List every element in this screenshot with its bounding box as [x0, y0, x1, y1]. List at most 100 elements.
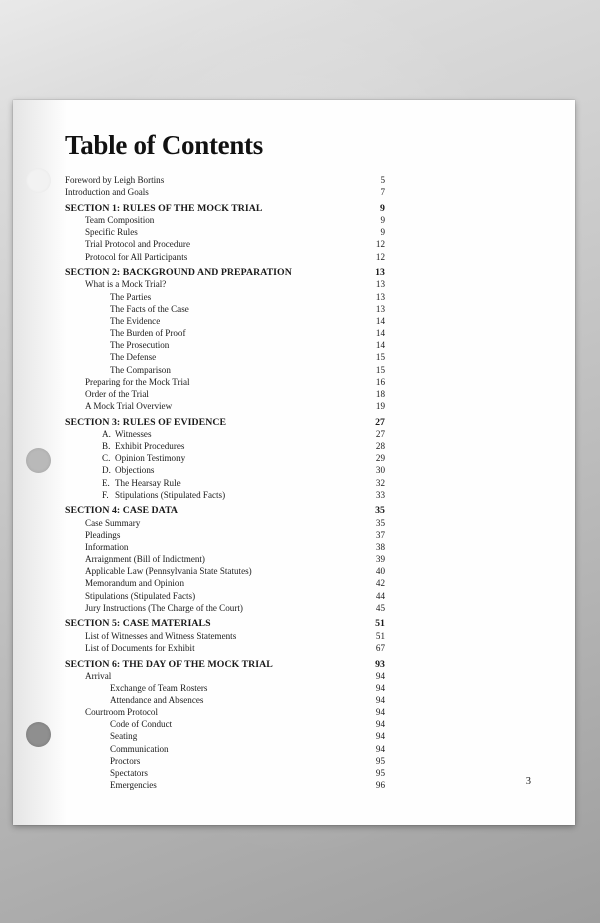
- toc-entry-label: The Hearsay Rule: [115, 477, 181, 488]
- toc-entry-letter: E.: [102, 477, 110, 488]
- toc-entry-row[interactable]: Arraignment (Bill of Indictment) 39: [85, 553, 385, 565]
- toc-entry-row[interactable]: Pleadings 37: [85, 528, 385, 541]
- toc-entry-label: Order of the Trial: [85, 388, 149, 399]
- toc-entry-row[interactable]: Preparing for the Mock Trial 16: [85, 375, 385, 388]
- toc-entry-page-number: 14: [375, 328, 385, 339]
- toc-entry-label: Introduction and Goals: [65, 187, 149, 198]
- toc-dot-leader: [164, 314, 371, 324]
- toc-dot-leader: [266, 201, 372, 211]
- toc-section-row[interactable]: SECTION 5: CASE MATERIALS 51: [65, 617, 385, 629]
- toc-entry-row[interactable]: List of Documents for Exhibit 67: [85, 641, 385, 654]
- toc-entry-label: The Comparison: [110, 364, 171, 375]
- toc-entry-label: Code of Conduct: [110, 719, 173, 730]
- toc-entry-row[interactable]: B. Exhibit Procedures 28: [85, 440, 385, 452]
- toc-entry-page-number: 27: [375, 428, 385, 439]
- toc-entry-row[interactable]: A Mock Trial Overview 19: [85, 400, 385, 412]
- toc-entry-page-number: 13: [375, 279, 385, 290]
- toc-entry-page-number: 5: [380, 175, 385, 185]
- toc-entry-row[interactable]: List of Witnesses and Witness Statements…: [85, 629, 385, 642]
- toc-entry-row[interactable]: The Comparison 15: [110, 363, 385, 376]
- toc-entry-row[interactable]: Spectators 95: [110, 766, 385, 779]
- toc-entry-label: List of Documents for Exhibit: [85, 642, 195, 653]
- toc-entry-row[interactable]: Trial Protocol and Procedure 12: [85, 238, 385, 250]
- toc-entry-row[interactable]: Specific Rules 9: [85, 226, 385, 238]
- toc-entry-row[interactable]: Code of Conduct 94: [110, 718, 385, 730]
- toc-entry-row[interactable]: Proctors 95: [110, 754, 385, 767]
- toc-section-row[interactable]: SECTION 6: THE DAY OF THE MOCK TRIAL 93: [65, 657, 385, 670]
- toc-entry-page-number: 95: [375, 767, 385, 778]
- toc-entry-page-number: 9: [380, 227, 385, 238]
- page-folio-number: 3: [525, 776, 531, 787]
- toc-entry-label: Trial Protocol and Procedure: [85, 239, 190, 250]
- toc-entry-row[interactable]: Information 38: [85, 540, 385, 553]
- toc-dot-leader: [199, 589, 371, 599]
- toc-entry-row[interactable]: Courtroom Protocol 94: [85, 706, 385, 718]
- toc-entry-row[interactable]: What is a Mock Trial? 13: [85, 278, 385, 290]
- toc-dot-leader: [158, 214, 372, 224]
- toc-entry-row[interactable]: Order of the Trial 18: [85, 387, 385, 400]
- toc-entry-row[interactable]: The Burden of Proof 14: [110, 327, 385, 339]
- toc-entry-page-number: 94: [375, 731, 385, 742]
- toc-entry-page-number: 35: [375, 517, 385, 528]
- toc-dot-leader: [189, 452, 371, 462]
- toc-entry-label: SECTION 2: BACKGROUND AND PREPARATION: [65, 267, 292, 279]
- toc-entry-label: SECTION 5: CASE MATERIALS: [65, 618, 211, 630]
- toc-entry-row[interactable]: Emergencies 96: [110, 779, 385, 791]
- toc-entry-page-number: 16: [375, 376, 385, 387]
- toc-entry-row[interactable]: Foreword by Leigh Bortins 5: [65, 174, 385, 186]
- toc-entry-row[interactable]: Exchange of Team Rosters 94: [110, 681, 385, 694]
- toc-entry-row[interactable]: The Facts of the Case 13: [110, 302, 385, 315]
- toc-entry-row[interactable]: F. Stipulations (Stipulated Facts) 33: [85, 488, 385, 501]
- toc-entry-label: SECTION 4: CASE DATA: [65, 505, 179, 517]
- toc-entry-row[interactable]: The Evidence 14: [110, 314, 385, 327]
- toc-entry-page-number: 94: [375, 694, 385, 705]
- toc-entry-label: Protocol for All Participants: [85, 251, 188, 262]
- toc-entry-row[interactable]: E. The Hearsay Rule 32: [85, 476, 385, 489]
- toc-entry-row[interactable]: The Parties 13: [110, 290, 385, 303]
- toc-dot-leader: [141, 730, 372, 740]
- toc-section-row[interactable]: SECTION 1: RULES OF THE MOCK TRIAL 9: [65, 201, 385, 214]
- toc-dot-leader: [115, 669, 371, 679]
- toc-entry-row[interactable]: Introduction and Goals 7: [65, 186, 385, 198]
- toc-entry-row[interactable]: D. Objections 30: [85, 464, 385, 476]
- toc-entry-row[interactable]: Team Composition 9: [85, 214, 385, 226]
- toc-entry-page-number: 19: [375, 401, 385, 411]
- toc-entry-row[interactable]: Stipulations (Stipulated Facts) 44: [85, 589, 385, 602]
- toc-dot-leader: [207, 693, 372, 703]
- toc-entry-label: Exhibit Procedures: [115, 441, 185, 452]
- toc-section-row[interactable]: SECTION 3: RULES OF EVIDENCE 27: [65, 415, 385, 428]
- toc-entry-label: Seating: [110, 731, 138, 742]
- toc-entry-label: Opinion Testimony: [115, 453, 186, 464]
- toc-section-row[interactable]: SECTION 2: BACKGROUND AND PREPARATION 13: [65, 266, 385, 278]
- toc-entry-label: Preparing for the Mock Trial: [85, 376, 190, 387]
- toc-entry-label: Information: [85, 541, 129, 552]
- toc-entry-row[interactable]: C. Opinion Testimony 29: [85, 452, 385, 464]
- toc-dot-leader: [124, 528, 372, 538]
- toc-entry-row[interactable]: Protocol for All Participants 12: [85, 250, 385, 263]
- toc-entry-row[interactable]: Communication 94: [110, 742, 385, 755]
- toc-entry-row[interactable]: Seating 94: [110, 730, 385, 742]
- toc-dot-leader: [160, 351, 372, 361]
- table-of-contents: Foreword by Leigh Bortins 5 Introduction a…: [65, 174, 385, 791]
- toc-entry-row[interactable]: A. Witnesses 27: [85, 427, 385, 440]
- toc-entry-label: Communication: [110, 743, 169, 754]
- toc-entry-label: SECTION 3: RULES OF EVIDENCE: [65, 416, 227, 428]
- toc-entry-row[interactable]: Applicable Law (Pennsylvania State Statu…: [85, 565, 385, 577]
- toc-entry-row[interactable]: Case Summary 35: [85, 516, 385, 529]
- toc-entry-row[interactable]: Arrival 94: [85, 669, 385, 682]
- toc-dot-leader: [170, 278, 372, 288]
- toc-entry-label: Specific Rules: [85, 227, 138, 238]
- toc-entry-row[interactable]: The Prosecution 14: [110, 339, 385, 351]
- toc-entry-row[interactable]: Jury Instructions (The Charge of the Cou…: [85, 601, 385, 614]
- toc-section-row[interactable]: SECTION 4: CASE DATA 35: [65, 504, 385, 516]
- toc-entry-label: Arrival: [85, 670, 112, 681]
- document-page: Table of Contents Foreword by Leigh Bort…: [13, 100, 575, 825]
- toc-entry-row[interactable]: Memorandum and Opinion 42: [85, 577, 385, 589]
- toc-dot-leader: [211, 681, 372, 691]
- toc-dot-leader: [160, 779, 372, 789]
- toc-dot-leader: [151, 766, 371, 776]
- toc-entry-row[interactable]: The Defense 15: [110, 351, 385, 363]
- toc-entry-row[interactable]: Attendance and Absences 94: [110, 693, 385, 706]
- toc-dot-leader: [158, 464, 372, 474]
- toc-entry-page-number: 15: [375, 352, 385, 363]
